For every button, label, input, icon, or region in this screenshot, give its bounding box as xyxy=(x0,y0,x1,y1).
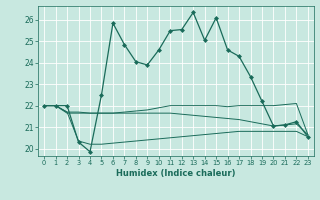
X-axis label: Humidex (Indice chaleur): Humidex (Indice chaleur) xyxy=(116,169,236,178)
